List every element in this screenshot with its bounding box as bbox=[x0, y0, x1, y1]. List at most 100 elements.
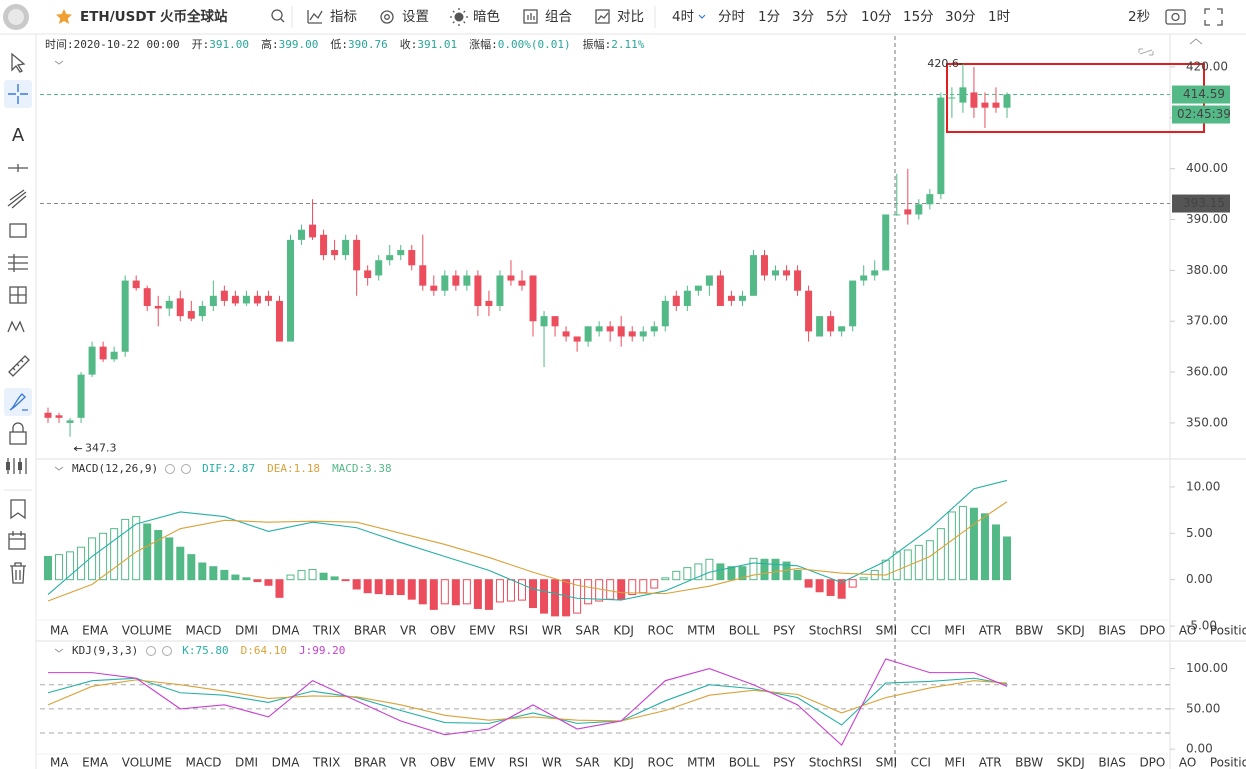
tool-lock[interactable] bbox=[9, 431, 27, 445]
tool-crosshair-active[interactable] bbox=[4, 80, 32, 108]
indicator-tab[interactable]: BIAS bbox=[1098, 624, 1126, 638]
indicator-tab[interactable]: MFI bbox=[944, 756, 965, 769]
indicator-tab[interactable]: WR bbox=[542, 756, 562, 769]
indicator-tab[interactable]: BBW bbox=[1015, 624, 1043, 638]
favorite-star[interactable] bbox=[56, 9, 72, 24]
indicator-tab[interactable]: SAR bbox=[575, 624, 599, 638]
indicator-tab[interactable]: VR bbox=[400, 624, 417, 638]
tool-fib[interactable] bbox=[8, 254, 28, 272]
indicator-tab[interactable]: BIAS bbox=[1098, 756, 1126, 769]
indicator-tab[interactable]: BRAR bbox=[354, 624, 387, 638]
indicator-tab[interactable]: DMA bbox=[272, 756, 301, 769]
interval-button[interactable]: 15分 bbox=[903, 9, 934, 25]
indicator-tab[interactable]: ROC bbox=[647, 756, 673, 769]
indicator-tab[interactable]: Position bbox=[1210, 756, 1246, 769]
tool-hline[interactable] bbox=[8, 164, 28, 172]
indicator-tab[interactable]: DMA bbox=[272, 624, 301, 638]
indicator-tab[interactable]: MA bbox=[50, 756, 69, 769]
interval-button[interactable]: 3分 bbox=[792, 9, 814, 25]
indicator-tab[interactable]: RSI bbox=[509, 756, 529, 769]
indicator-tab[interactable]: MFI bbox=[944, 624, 965, 638]
indicator-tab[interactable]: MTM bbox=[687, 624, 715, 638]
tool-rect[interactable] bbox=[9, 223, 27, 238]
interval-button[interactable]: 1分 bbox=[758, 9, 780, 25]
indicator-tab[interactable]: SKDJ bbox=[1057, 756, 1085, 769]
snapshot-icon[interactable] bbox=[1165, 9, 1186, 25]
indicator-tab[interactable]: MACD bbox=[185, 624, 221, 638]
search-icon[interactable] bbox=[271, 9, 283, 21]
indicator-tab[interactable]: OBV bbox=[430, 624, 456, 638]
tool-bookmark[interactable] bbox=[10, 499, 26, 520]
interval-button[interactable]: 5分 bbox=[826, 9, 848, 25]
indicator-tab[interactable]: TRIX bbox=[312, 624, 340, 638]
indicator-tab[interactable]: VOLUME bbox=[122, 756, 172, 769]
indicator-tab[interactable]: CCI bbox=[911, 756, 931, 769]
indicator-tab[interactable]: VOLUME bbox=[122, 624, 172, 638]
interval-button[interactable]: 1时 bbox=[988, 9, 1010, 25]
indicator-tab[interactable]: StochRSI bbox=[809, 624, 862, 638]
indicator-tab[interactable]: DMI bbox=[235, 624, 258, 638]
tool-delete[interactable] bbox=[10, 562, 26, 584]
indicator-tab[interactable]: MA bbox=[50, 624, 69, 638]
indicator-tab[interactable]: OBV bbox=[430, 756, 456, 769]
toolbar-button[interactable]: 组合 bbox=[545, 9, 573, 25]
indicator-tab[interactable]: RSI bbox=[509, 624, 529, 638]
indicator-tab[interactable]: MACD bbox=[185, 756, 221, 769]
kdj-close[interactable] bbox=[162, 646, 172, 656]
macd-settings[interactable] bbox=[165, 464, 175, 474]
indicator-tab[interactable]: BOLL bbox=[729, 756, 760, 769]
indicator-tab[interactable]: VR bbox=[400, 756, 417, 769]
toolbar-button[interactable]: 对比 bbox=[617, 9, 644, 25]
macd-close[interactable] bbox=[181, 464, 191, 474]
expand-icon[interactable] bbox=[1138, 48, 1154, 56]
indicator-tab[interactable]: AO bbox=[1179, 624, 1196, 638]
indicator-tab[interactable]: SAR bbox=[575, 756, 599, 769]
indicator-tab[interactable]: DMI bbox=[235, 756, 258, 769]
indicator-tab[interactable]: BRAR bbox=[354, 756, 387, 769]
tool-ruler[interactable] bbox=[8, 355, 30, 377]
tool-calendar[interactable] bbox=[8, 533, 26, 550]
indicator-tab[interactable]: WR bbox=[542, 624, 562, 638]
indicator-tab[interactable]: SMI bbox=[876, 756, 898, 769]
indicator-tab[interactable]: BOLL bbox=[729, 624, 760, 638]
tool-candles[interactable] bbox=[7, 458, 27, 474]
tool-text[interactable]: A bbox=[12, 125, 25, 146]
toolbar-button[interactable]: 暗色 bbox=[473, 8, 500, 25]
toolbar-button[interactable]: 设置 bbox=[402, 9, 429, 25]
indicator-tab[interactable]: PSY bbox=[773, 756, 796, 769]
kdj-settings[interactable] bbox=[146, 646, 156, 656]
tool-cursor[interactable] bbox=[11, 52, 26, 73]
indicator-tab[interactable]: ATR bbox=[979, 756, 1002, 769]
interval-button[interactable]: 分时 bbox=[718, 9, 745, 25]
indicator-tab[interactable]: EMV bbox=[469, 756, 496, 769]
toolbar-button[interactable]: 指标 bbox=[330, 9, 357, 25]
fullscreen-icon[interactable] bbox=[1204, 8, 1223, 26]
indicator-tab[interactable]: Position bbox=[1210, 624, 1246, 638]
indicator-tab[interactable]: MTM bbox=[687, 756, 715, 769]
refresh-rate[interactable]: 2秒 bbox=[1128, 9, 1150, 25]
kdj-caret[interactable] bbox=[54, 648, 64, 653]
indicator-tab[interactable]: BBW bbox=[1015, 756, 1043, 769]
indicator-tab[interactable]: ATR bbox=[979, 624, 1002, 638]
indicator-tab[interactable]: KDJ bbox=[613, 756, 634, 769]
interval-button[interactable]: 10分 bbox=[861, 9, 892, 25]
scroll-up[interactable] bbox=[1189, 38, 1203, 45]
indicator-tab[interactable]: CCI bbox=[911, 624, 931, 638]
indicator-tab[interactable]: EMV bbox=[469, 624, 496, 638]
indicator-tab[interactable]: SKDJ bbox=[1057, 624, 1085, 638]
indicator-tab[interactable]: AO bbox=[1179, 756, 1196, 769]
indicator-tab[interactable]: EMA bbox=[82, 756, 109, 769]
macd-caret[interactable] bbox=[54, 466, 64, 471]
collapse-caret[interactable] bbox=[54, 60, 64, 65]
indicator-tab[interactable]: DPO bbox=[1139, 756, 1165, 769]
tool-pen-active[interactable] bbox=[4, 388, 32, 416]
indicator-tab[interactable]: EMA bbox=[82, 624, 109, 638]
tool-wave[interactable] bbox=[7, 320, 25, 333]
indicator-tab[interactable]: SMI bbox=[876, 624, 898, 638]
interval-button[interactable]: 30分 bbox=[945, 9, 976, 25]
indicator-tab[interactable]: KDJ bbox=[613, 624, 634, 638]
indicator-tab[interactable]: PSY bbox=[773, 624, 796, 638]
indicator-tab[interactable]: TRIX bbox=[312, 756, 340, 769]
indicator-tab[interactable]: ROC bbox=[647, 624, 673, 638]
interval-button[interactable]: 4时 bbox=[672, 9, 694, 25]
